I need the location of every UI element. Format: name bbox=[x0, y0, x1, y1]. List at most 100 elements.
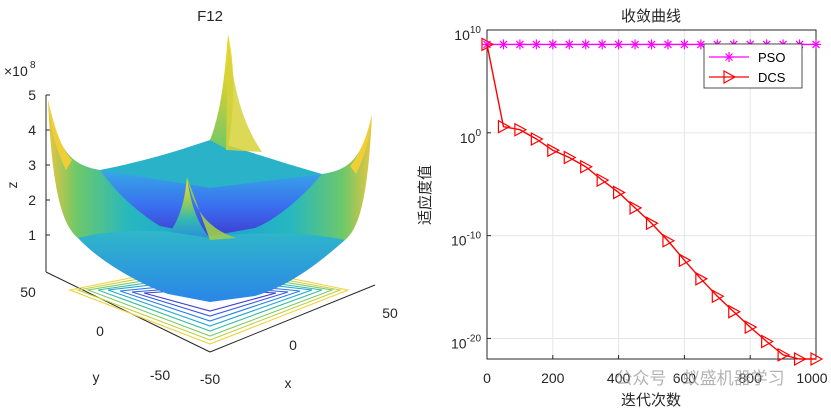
data-point bbox=[629, 200, 643, 215]
data-point bbox=[777, 347, 791, 362]
surface-mesh bbox=[48, 34, 372, 302]
svg-text:10-20: 10-20 bbox=[451, 333, 481, 351]
convergence-title: 收敛曲线 bbox=[621, 7, 681, 25]
data-point bbox=[564, 39, 575, 50]
surface-title: F12 bbox=[197, 8, 223, 25]
z-axis-label: z bbox=[4, 182, 20, 189]
data-point bbox=[547, 39, 558, 50]
data-point bbox=[811, 39, 821, 50]
svg-text:100: 100 bbox=[460, 128, 482, 146]
data-point bbox=[481, 37, 495, 52]
x-axis-label: 迭代次数 bbox=[621, 391, 681, 409]
legend-item-dcs: DCS bbox=[709, 69, 786, 85]
z-tick-label: 4 bbox=[28, 122, 36, 138]
y-tick-exp: -10 bbox=[467, 231, 482, 242]
x-tick-label: -50 bbox=[200, 371, 220, 387]
data-point bbox=[810, 351, 824, 367]
x-tick-label: 600 bbox=[673, 370, 697, 386]
svg-text:10-10: 10-10 bbox=[451, 231, 481, 249]
x-tick-label: 50 bbox=[382, 305, 398, 321]
data-point bbox=[793, 351, 807, 367]
data-point bbox=[547, 143, 561, 158]
data-point bbox=[498, 39, 509, 50]
y-ticks: 1010 100 10-10 10-20 bbox=[451, 25, 491, 351]
data-point bbox=[597, 39, 608, 50]
y-tick-label: -50 bbox=[150, 367, 170, 383]
data-point bbox=[646, 39, 657, 50]
y-tick-label: 0 bbox=[96, 323, 104, 339]
data-point bbox=[563, 150, 577, 165]
y-tick-base: 10 bbox=[451, 335, 467, 351]
legend-label-pso: PSO bbox=[758, 50, 785, 65]
data-point bbox=[662, 39, 673, 50]
data-point bbox=[662, 233, 676, 248]
x-tick-label: 200 bbox=[541, 370, 565, 386]
data-point bbox=[630, 39, 641, 50]
y-axis-label: y bbox=[93, 369, 100, 385]
z-tick-label: 1 bbox=[28, 227, 36, 243]
z-tick-label: 3 bbox=[28, 157, 36, 173]
data-point bbox=[514, 39, 525, 50]
data-point bbox=[695, 39, 706, 50]
watermark: 公众号 · 蚁盛机器学习 bbox=[615, 369, 784, 389]
data-point bbox=[531, 39, 542, 50]
x-ticks: -50 0 50 bbox=[200, 305, 398, 387]
legend: PSO DCS bbox=[703, 43, 803, 89]
y-tick-base: 10 bbox=[460, 130, 476, 146]
x-axis-label: x bbox=[285, 375, 292, 391]
series-line bbox=[486, 44, 816, 360]
x-tick-label: 0 bbox=[289, 337, 297, 353]
y-tick: 100 bbox=[460, 128, 491, 146]
z-exponent-power: 8 bbox=[30, 60, 36, 71]
legend-label-dcs: DCS bbox=[758, 70, 786, 85]
y-tick-base: 10 bbox=[454, 27, 470, 43]
data-point bbox=[645, 216, 659, 231]
y-tick-base: 10 bbox=[451, 233, 467, 249]
legend-box bbox=[703, 43, 803, 89]
svg-text:1010: 1010 bbox=[454, 25, 481, 43]
asterisk-marker-icon bbox=[724, 52, 734, 62]
series-dcs bbox=[481, 37, 824, 367]
surface-plot: F12 5 4 3 2 1 ×10 8 z bbox=[4, 8, 398, 391]
y-axis-label: 适应度值 bbox=[416, 165, 434, 225]
data-point bbox=[679, 39, 690, 50]
data-point bbox=[530, 131, 544, 146]
data-point bbox=[761, 334, 774, 349]
y-tick-exp: -20 bbox=[467, 333, 482, 344]
z-ticks: 5 4 3 2 1 bbox=[28, 87, 50, 243]
y-tick: 10-10 bbox=[451, 231, 491, 249]
triangle-marker-icon bbox=[723, 69, 737, 85]
data-point bbox=[613, 39, 624, 50]
y-tick: 1010 bbox=[454, 25, 491, 43]
z-tick-label: 5 bbox=[28, 87, 36, 103]
convergence-plot: 收敛曲线 0 200 400 600 800 1000 1010 100 10-… bbox=[416, 7, 828, 409]
data-point bbox=[695, 271, 709, 286]
data-point bbox=[728, 304, 742, 319]
x-tick-label: 800 bbox=[739, 370, 763, 386]
x-tick-label: 400 bbox=[607, 370, 631, 386]
y-tick-exp: 10 bbox=[470, 25, 482, 36]
x-tick-label: 1000 bbox=[796, 370, 827, 386]
data-point bbox=[497, 119, 511, 134]
data-point bbox=[711, 289, 725, 304]
x-ticks: 0 200 400 600 800 1000 bbox=[483, 355, 828, 386]
data-point bbox=[514, 122, 528, 137]
data-point bbox=[613, 185, 626, 200]
legend-item-pso: PSO bbox=[709, 50, 785, 65]
y-tick-label: 50 bbox=[20, 284, 36, 300]
data-point bbox=[580, 39, 591, 50]
contour-projection bbox=[68, 261, 350, 345]
z-exponent-base: ×10 bbox=[4, 63, 28, 79]
plot-frame bbox=[486, 29, 817, 360]
data-point bbox=[580, 159, 593, 174]
y-ticks: -50 0 50 bbox=[20, 284, 170, 383]
x-tick-label: 0 bbox=[483, 370, 491, 386]
z-tick-label: 2 bbox=[28, 192, 36, 208]
y-tick: 10-20 bbox=[451, 333, 491, 351]
x-axis-base bbox=[209, 284, 376, 353]
y-tick-exp: 0 bbox=[475, 128, 481, 139]
data-point bbox=[678, 253, 692, 268]
data-point bbox=[744, 320, 758, 335]
z-exponent: ×10 8 bbox=[4, 60, 36, 79]
